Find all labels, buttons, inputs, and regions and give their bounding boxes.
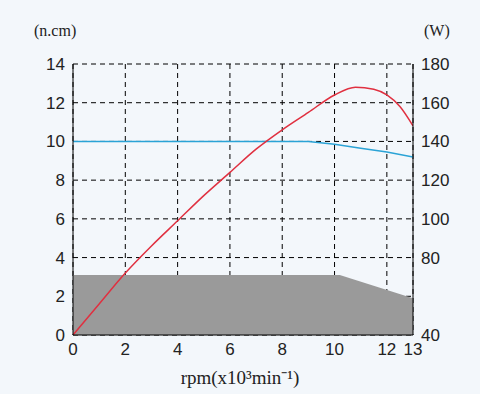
svg-text:8: 8 [56,171,65,190]
svg-text:100: 100 [421,210,449,229]
svg-text:120: 120 [421,171,449,190]
svg-text:0: 0 [56,326,65,345]
svg-text:40: 40 [421,326,440,345]
svg-text:2: 2 [121,340,130,359]
html-text:rpm(x10³min⁻¹): rpm(x10³min⁻¹) [180,367,300,388]
svg-text:2: 2 [56,287,65,306]
svg-text:140: 140 [421,132,449,151]
svg-text:4: 4 [173,340,182,359]
svg-text:10: 10 [325,340,344,359]
html-text:(n.cm): (n.cm) [34,22,77,39]
svg-text:12: 12 [46,94,65,113]
svg-text:13: 13 [404,340,423,359]
svg-text:80: 80 [421,249,440,268]
svg-text:6: 6 [225,340,234,359]
html-text:(W): (W) [424,22,450,39]
svg-text:4: 4 [56,249,65,268]
svg-text:160: 160 [421,94,449,113]
svg-text:0: 0 [68,340,77,359]
svg-text:8: 8 [277,340,286,359]
svg-text:6: 6 [56,210,65,229]
svg-text:10: 10 [46,132,65,151]
svg-text:14: 14 [46,55,65,74]
svg-text:180: 180 [421,55,449,74]
svg-text:12: 12 [377,340,396,359]
